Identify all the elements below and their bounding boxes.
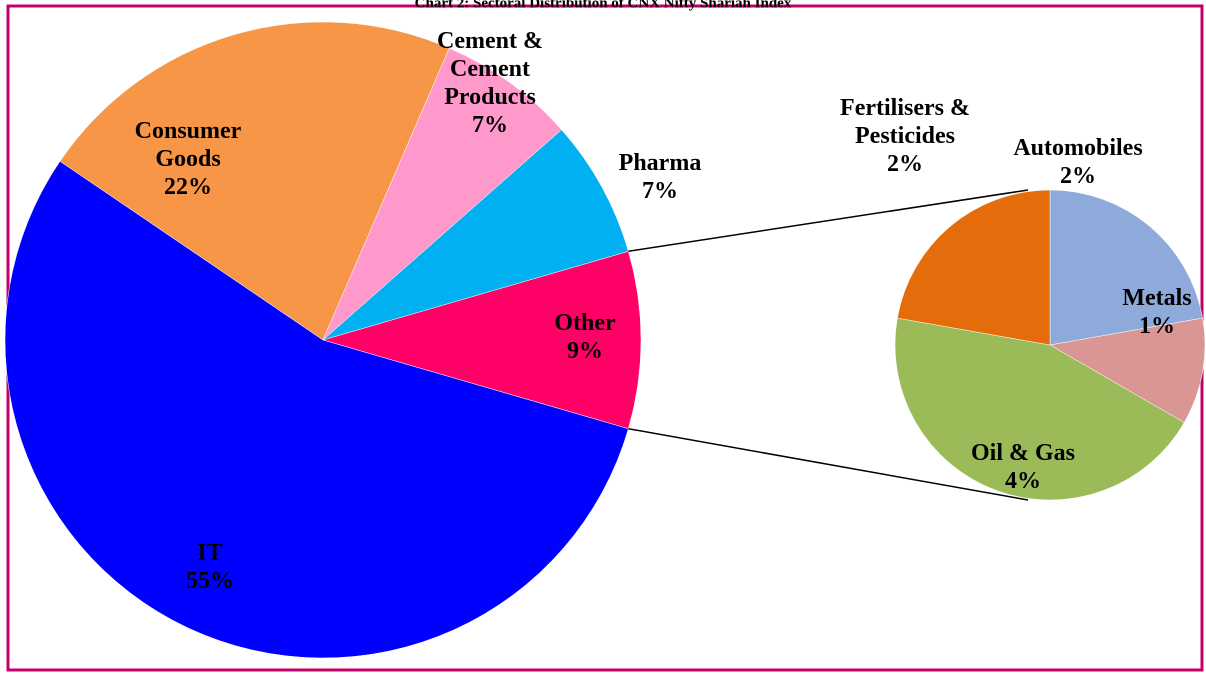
slice-label-value: 7% [642,178,678,204]
connector-line [628,189,1029,253]
slice-label-name: Pesticides [855,123,955,149]
slice-label-name: Consumer [135,118,242,144]
slice-label-name: Pharma [619,150,702,176]
slice-label-name: Fertilisers & [840,95,970,121]
pie-slice [322,129,629,341]
slice-label-name: Other [554,310,616,336]
slice-label-name: Oil & Gas [971,440,1075,466]
slice-label-name: Products [444,84,536,110]
slice-label-name: Automobiles [1013,135,1142,161]
slice-label-name: Goods [155,146,220,172]
slice-label-value: 2% [1060,163,1096,189]
pie-slice [1049,317,1206,423]
slice-label-value: 7% [472,112,508,138]
slice-label: Automobiles 2% [1013,135,1142,189]
pie-slice [322,250,642,430]
slice-label: Other 9% [554,310,616,364]
slice-label-value: 9% [567,338,603,364]
slice-label-name: Cement & [437,28,543,54]
pie-slice [1049,189,1203,346]
pie-slice [4,160,629,659]
pie-slice [59,21,450,341]
pie-slice [894,317,1185,501]
slice-label: Pharma 7% [619,150,702,204]
slice-label: IT 55% [186,540,234,594]
slice-label-value: 4% [1005,468,1041,494]
slice-label-value: 1% [1139,313,1175,339]
pie-slice [897,189,1051,346]
slice-label-value: 2% [887,151,923,177]
slice-label-value: 22% [164,174,212,200]
slice-label-value: 55% [186,568,234,594]
slice-label-name: Cement [450,56,530,82]
slice-label: Oil & Gas 4% [971,440,1075,494]
connector-line [628,427,1029,501]
slice-label-name: IT [197,540,222,566]
pie-slice [322,47,562,341]
slice-label-name: Metals [1122,285,1191,311]
slice-label: Cement & Cement Products 7% [437,28,543,138]
chart-title: Chart 2: Sectoral Distribution of CNX Ni… [415,0,792,11]
slice-label: Metals 1% [1122,285,1191,339]
slice-label: Fertilisers & Pesticides 2% [840,95,970,177]
slice-label: Consumer Goods 22% [135,118,242,200]
